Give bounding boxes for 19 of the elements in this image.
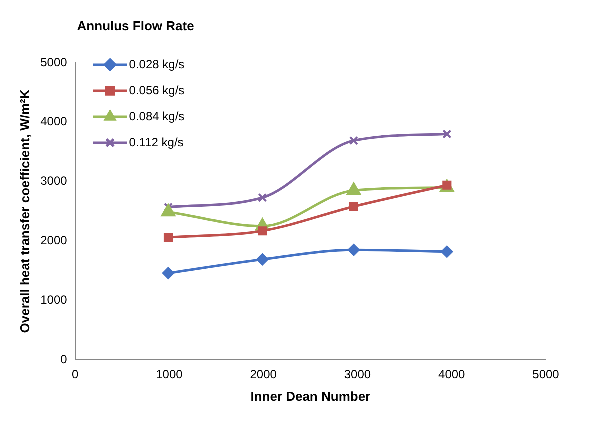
x-tick-label: 3000 [344, 368, 372, 382]
legend-label: 0.084 kg/s [129, 109, 185, 124]
x-tick-label: 4000 [438, 368, 466, 382]
y-tick-label: 5000 [40, 55, 68, 70]
x-tick-label: 0 [72, 368, 79, 382]
x-tick-label: 1000 [156, 368, 184, 382]
x-tick-label: 2000 [250, 368, 278, 382]
legend-label: 0.028 kg/s [129, 57, 185, 72]
y-axis-title: Overall heat transfer coefficient, W/m²K [17, 89, 32, 334]
y-tick-label: 4000 [40, 114, 68, 129]
x-tick-label: 5000 [532, 368, 560, 382]
legend-title: Annulus Flow Rate [77, 18, 194, 34]
legend-label: 0.112 kg/s [129, 135, 184, 150]
y-tick-label: 1000 [40, 292, 68, 307]
y-tick-label: 3000 [40, 174, 68, 188]
y-tick-label: 0 [60, 352, 68, 366]
x-axis-title: Inner Dean Number [250, 388, 371, 404]
legend-label: 0.056 kg/s [129, 83, 185, 98]
y-tick-label: 2000 [40, 234, 68, 248]
